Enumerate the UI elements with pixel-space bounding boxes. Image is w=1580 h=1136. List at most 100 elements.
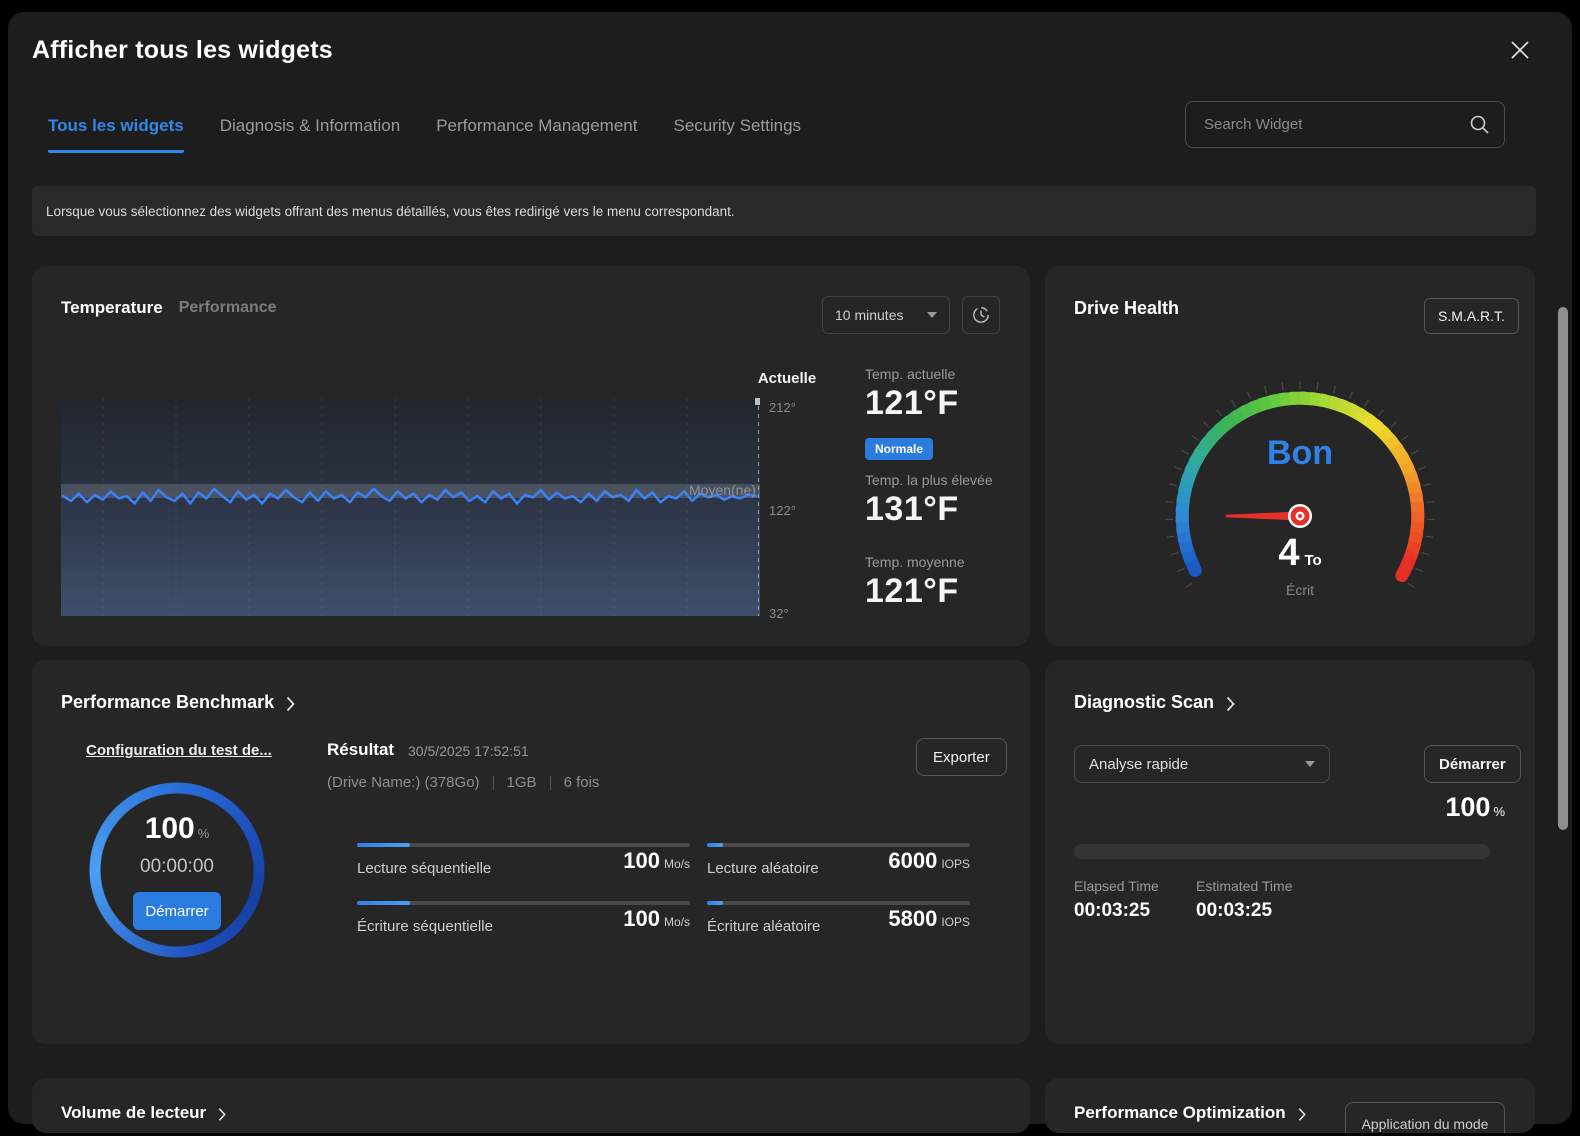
health-status: Bon <box>1160 434 1440 473</box>
tab-performance-management[interactable]: Performance Management <box>436 116 637 153</box>
estimated-time-label: Estimated Time <box>1196 878 1292 894</box>
test-count: 6 fois <box>564 774 600 791</box>
performance-optimization-widget[interactable]: Performance Optimization Application du … <box>1045 1078 1535 1133</box>
separator <box>493 776 494 790</box>
metric-rand-read: Lecture aléatoire 6000 IOPS <box>707 836 970 894</box>
progress-fill <box>707 843 723 847</box>
written-value: 4 <box>1278 532 1299 574</box>
benchmark-elapsed: 00:00:00 <box>89 856 265 878</box>
axis-tick-mid: 122° <box>769 503 796 518</box>
temperature-subtitle: Performance <box>179 299 277 317</box>
metric-value: 5800IOPS <box>888 906 970 932</box>
clock-icon <box>971 305 991 325</box>
scrollbar-thumb[interactable] <box>1558 307 1568 830</box>
status-badge: Normale <box>865 438 933 460</box>
progress-fill <box>707 901 723 905</box>
tab-bar: Tous les widgets Diagnosis & Information… <box>48 116 801 153</box>
temp-average-label: Temp. moyenne <box>865 554 965 570</box>
tab-security-settings[interactable]: Security Settings <box>673 116 801 153</box>
metric-label: Lecture aléatoire <box>707 860 819 877</box>
chevron-right-icon[interactable] <box>1298 1107 1306 1122</box>
scan-mode-dropdown[interactable]: Analyse rapide <box>1074 745 1330 783</box>
diagnostic-start-button[interactable]: Démarrer <box>1424 745 1521 783</box>
benchmark-start-button[interactable]: Démarrer <box>133 892 221 930</box>
metric-value: 6000 IOPS <box>888 848 970 874</box>
chart-current-label: Actuelle <box>732 370 842 387</box>
temp-current-label: Temp. actuelle <box>865 366 955 382</box>
separator <box>550 776 551 790</box>
metric-label: Lecture séquentielle <box>357 860 491 877</box>
chevron-down-icon <box>927 312 937 318</box>
result-date: 30/5/2025 17:52:51 <box>408 743 529 759</box>
drive-volume-title: Volume de lecteur <box>61 1103 206 1123</box>
diagnostic-percent: 100% <box>1074 792 1505 823</box>
metric-number: 5800 <box>888 906 937 931</box>
performance-benchmark-widget[interactable]: Performance Benchmark Configuration du t… <box>32 660 1030 1044</box>
temperature-chart: Moyen(ne) <box>61 398 760 616</box>
metric-number: 100 <box>623 906 660 931</box>
health-gauge: Bon 4 To Écrit <box>1160 376 1440 626</box>
axis-tick-top: 212° <box>769 400 796 415</box>
chevron-right-icon[interactable] <box>286 696 295 712</box>
smart-button[interactable]: S.M.A.R.T. <box>1424 298 1519 334</box>
written-unit: To <box>1304 552 1321 569</box>
history-clock-button[interactable] <box>962 296 1000 334</box>
metric-unit: IOPS <box>941 857 970 871</box>
temp-average-value: 121°F <box>865 572 959 611</box>
diagnostic-progress-bar <box>1074 844 1490 859</box>
search-icon[interactable] <box>1469 114 1504 135</box>
scan-mode-value: Analyse rapide <box>1089 756 1188 773</box>
performance-optimization-title: Performance Optimization <box>1074 1103 1286 1123</box>
progress-track <box>707 901 970 905</box>
written-label: Écrit <box>1160 582 1440 598</box>
test-size: 1GB <box>507 774 537 791</box>
benchmark-percent-value: 100 <box>145 812 195 845</box>
metric-value: 100Mo/s <box>623 848 690 874</box>
estimated-time-value: 00:03:25 <box>1196 900 1272 922</box>
chart-average-label: Moyen(ne) <box>689 482 756 498</box>
tab-diagnosis-information[interactable]: Diagnosis & Information <box>220 116 400 153</box>
progress-track <box>357 901 690 905</box>
metric-label: Écriture aléatoire <box>707 918 820 935</box>
metric-seq-read: Lecture séquentielle 100Mo/s <box>357 836 690 894</box>
metric-number: 6000 <box>888 848 937 873</box>
tab-tous-les-widgets[interactable]: Tous les widgets <box>48 116 184 153</box>
chevron-down-icon <box>1305 761 1315 767</box>
info-banner: Lorsque vous sélectionnez des widgets of… <box>32 186 1536 236</box>
temperature-title: Temperature <box>61 298 163 318</box>
elapsed-time-label: Elapsed Time <box>1074 878 1159 894</box>
interval-value: 10 minutes <box>835 307 903 323</box>
drive-name: (Drive Name:) (378Go) <box>327 774 480 791</box>
search-input[interactable] <box>1186 116 1469 133</box>
test-config-link[interactable]: Configuration du test de... <box>86 742 272 759</box>
chevron-right-icon[interactable] <box>1226 696 1235 712</box>
metric-unit: Mo/s <box>664 915 690 929</box>
drive-volume-widget[interactable]: Volume de lecteur <box>32 1078 1030 1133</box>
metric-value: 100 Mo/s <box>623 906 690 932</box>
widgets-dialog: Afficher tous les widgets Tous les widge… <box>8 12 1572 1124</box>
search-widget-box <box>1185 101 1505 148</box>
metric-number: 100 <box>623 848 660 873</box>
result-label: Résultat <box>327 740 394 760</box>
written-amount: 4 To <box>1160 532 1440 575</box>
progress-fill <box>357 843 410 847</box>
benchmark-percent-symbol: % <box>198 826 210 841</box>
interval-dropdown[interactable]: 10 minutes <box>822 296 950 334</box>
drive-info-row: (Drive Name:) (378Go) 1GB 6 fois <box>327 774 599 791</box>
diagnostic-scan-widget[interactable]: Diagnostic Scan Analyse rapide Démarrer … <box>1045 660 1535 1044</box>
temperature-widget[interactable]: Temperature Performance 10 minutes Actue… <box>32 266 1030 646</box>
export-button[interactable]: Exporter <box>916 738 1007 776</box>
drive-health-widget[interactable]: Drive Health S.M.A.R.T. Bon 4To Écrit <box>1045 266 1535 646</box>
mode-application-button[interactable]: Application du mode <box>1345 1102 1505 1133</box>
page-title: Afficher tous les widgets <box>32 36 333 65</box>
progress-track <box>707 843 970 847</box>
diagnostic-percent-symbol: % <box>1493 804 1505 819</box>
progress-fill <box>357 901 410 905</box>
temp-highest-value: 131°F <box>865 490 959 529</box>
close-icon[interactable] <box>1502 32 1538 68</box>
axis-tick-bottom: 32° <box>769 606 789 621</box>
chevron-right-icon[interactable] <box>218 1107 226 1122</box>
temp-current-value: 121°F <box>865 384 959 423</box>
elapsed-time-value: 00:03:25 <box>1074 900 1150 922</box>
diagnostic-percent-value: 100 <box>1445 792 1490 822</box>
